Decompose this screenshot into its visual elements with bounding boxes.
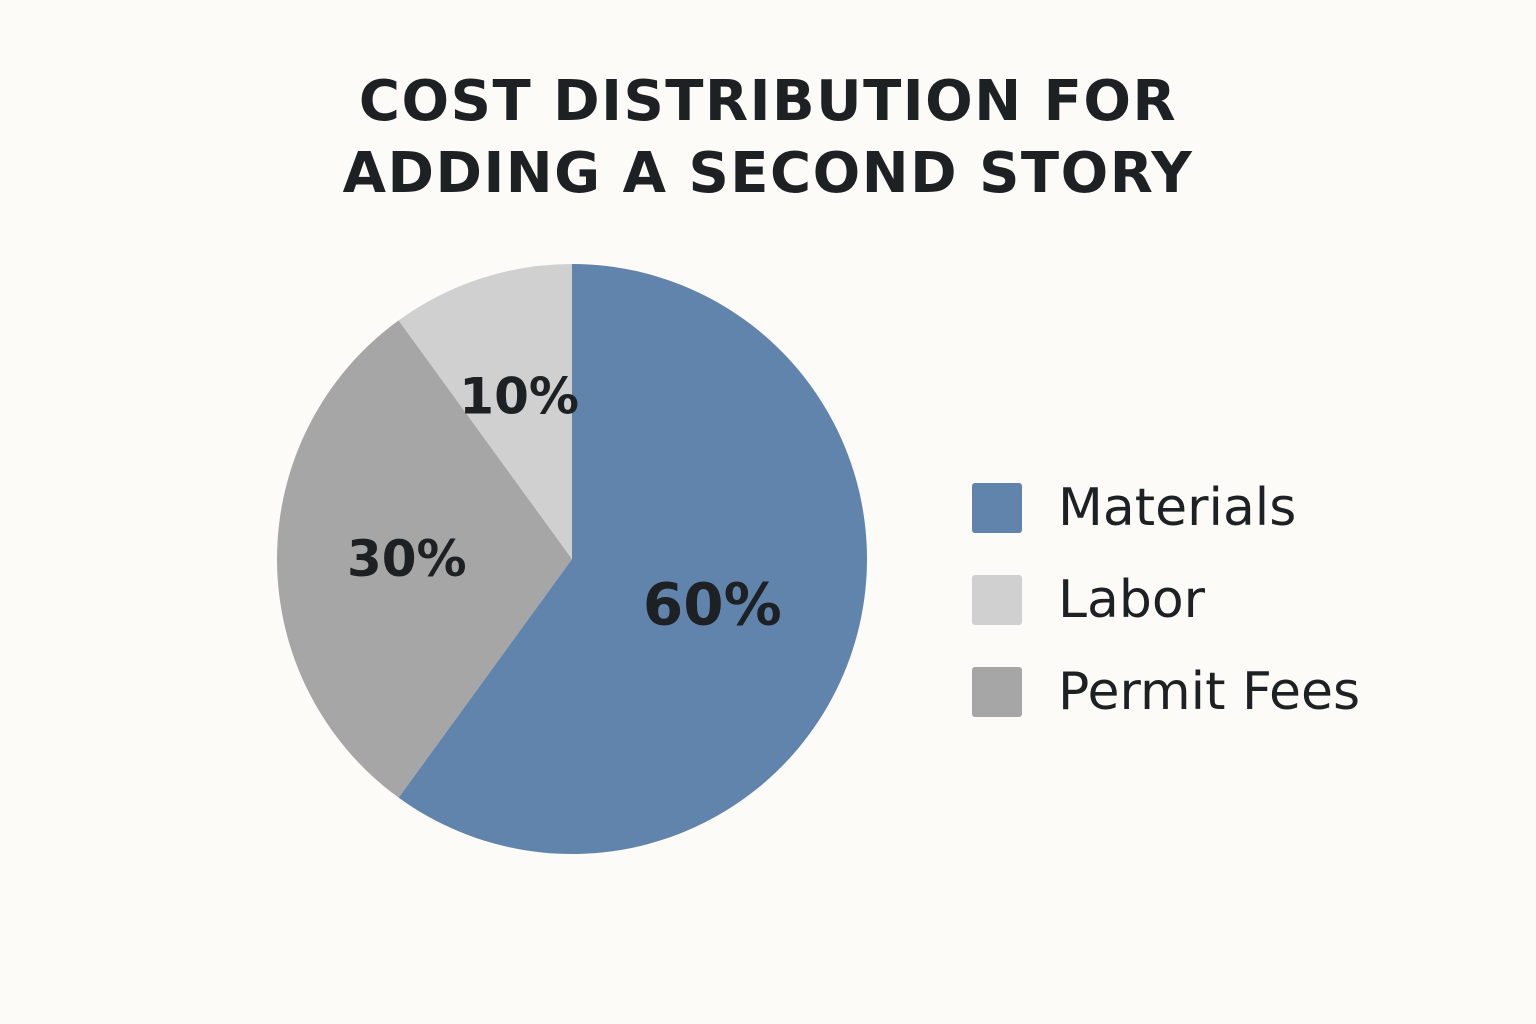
chart-legend: Materials Labor Permit Fees (972, 462, 1360, 738)
pie-slice-permit-fees (276, 320, 572, 798)
pie-slice-labels: 60% 30% 10% (347, 367, 782, 638)
legend-label: Materials (1058, 478, 1297, 538)
legend-item-labor: Labor (972, 554, 1360, 646)
legend-label: Labor (1058, 570, 1206, 630)
legend-swatch (972, 483, 1022, 533)
pie-slice-materials (398, 264, 867, 855)
slice-label-labor: 10% (459, 367, 579, 425)
pie-slices (276, 264, 867, 855)
legend-item-permit-fees: Permit Fees (972, 646, 1360, 738)
chart-title: COST DISTRIBUTION FOR ADDING A SECOND ST… (0, 66, 1536, 210)
chart-title-line-1: COST DISTRIBUTION FOR (358, 69, 1178, 134)
slice-label-materials: 60% (643, 571, 782, 639)
slice-label-permit-fees: 30% (347, 530, 467, 588)
legend-swatch (972, 575, 1022, 625)
chart-title-line-2: ADDING A SECOND STORY (342, 141, 1194, 206)
legend-swatch (972, 667, 1022, 717)
pie-slice-labor (398, 264, 572, 559)
legend-item-materials: Materials (972, 462, 1360, 554)
legend-label: Permit Fees (1058, 662, 1361, 722)
